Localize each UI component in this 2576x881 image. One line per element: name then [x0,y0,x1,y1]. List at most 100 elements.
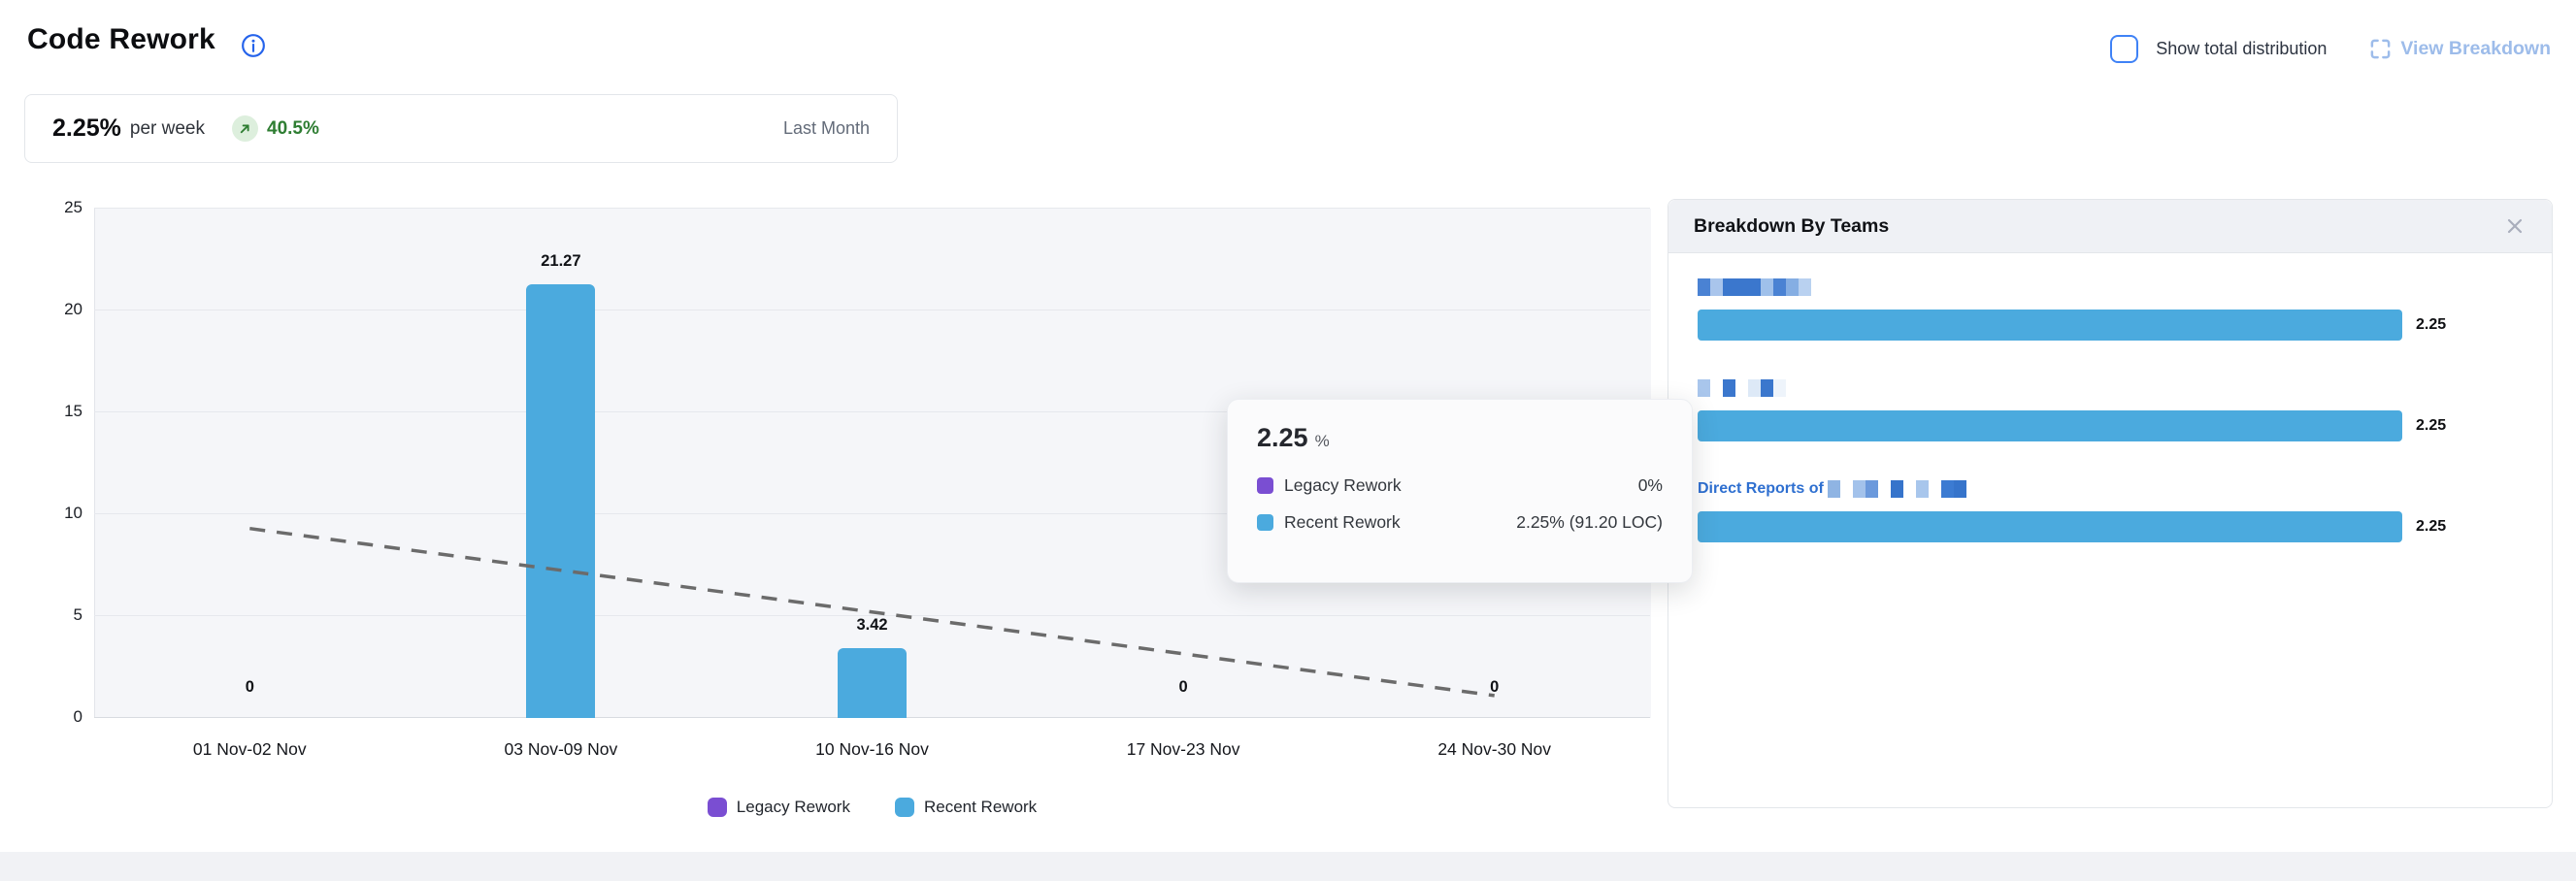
tooltip-title: 2.25 % [1257,423,1663,453]
team-label-redacted: Direct Reports of [1698,480,2446,498]
redaction-block [1735,379,1748,397]
team-bar-line: 2.25 [1698,310,2446,341]
y-axis-tick: 20 [64,300,83,318]
breakdown-panel-header: Breakdown By Teams [1668,200,2552,253]
trend-line [249,526,1495,698]
summary-value: 2.25% [52,114,121,142]
team-label-redacted [1698,379,2446,397]
x-axis-label: 17 Nov-23 Nov [1126,739,1240,759]
breakdown-panel-title: Breakdown By Teams [1694,214,1890,237]
bar-value-label: 0 [245,678,254,696]
bar-recent-rework[interactable] [526,284,596,718]
gridline [94,513,1650,514]
y-axis-tick: 5 [73,605,83,624]
redaction-block [1940,480,1954,498]
redaction-block [1773,379,1786,397]
tooltip-value: 2.25 [1257,423,1308,452]
team-bar-line: 2.25 [1698,410,2446,441]
gridline [94,615,1650,616]
redaction-block [1723,379,1735,397]
team-bar[interactable] [1698,310,2402,341]
redaction-block [1735,278,1748,296]
redaction-block [1748,278,1761,296]
info-icon[interactable] [241,33,266,58]
x-axis-label: 24 Nov-30 Nov [1437,739,1552,759]
redaction-block [1710,379,1723,397]
redaction-block [1865,480,1878,498]
redaction-block [1799,278,1811,296]
breakdown-by-teams-panel: Breakdown By Teams 2.25 2.25 Direct Report… [1668,199,2553,808]
bar-value-label: 0 [1178,678,1188,696]
summary-unit: per week [129,117,205,139]
legend-item-recent-rework[interactable]: Recent Rework [894,798,1038,817]
legend-swatch [707,798,727,817]
redaction-block [1827,480,1840,498]
team-label-prefix: Direct Reports of [1698,480,1824,497]
summary-change: 40.5% [267,117,319,139]
redaction-block [1903,480,1916,498]
team-row: 2.25 [1698,379,2446,441]
redaction-block [1698,278,1710,296]
redaction-block [1786,278,1799,296]
redaction-block [1840,480,1853,498]
view-breakdown-button[interactable]: View Breakdown [2369,38,2551,60]
summary-period: Last Month [782,118,870,138]
team-row: Direct Reports of 2.25 [1698,480,2446,542]
y-axis-tick: 10 [64,504,83,522]
redaction-block [1773,278,1786,296]
redaction-block [1953,480,1966,498]
legend-label: Recent Rework [923,798,1038,816]
y-axis-tick: 0 [73,707,83,726]
bar-value-label: 3.42 [856,616,888,635]
redaction-block [1878,480,1891,498]
arrow-up-right-icon [232,115,258,142]
legend-item-legacy-rework[interactable]: Legacy Rework [707,798,850,817]
redaction-block [1890,480,1903,498]
redaction-block [1852,480,1866,498]
team-bar[interactable] [1698,410,2402,441]
team-bar-value: 2.25 [2416,417,2447,434]
page-title: Code Rework [27,23,215,55]
redaction-block [1761,379,1773,397]
legacy-rework-swatch [1257,476,1273,494]
redaction-block [1710,278,1723,296]
gridline [94,208,1650,209]
bar-recent-rework[interactable] [838,648,907,718]
header-controls: Show total distribution View Breakdown [2110,35,2551,63]
team-bar[interactable] [1698,511,2402,542]
summary-card: 2.25% per week 40.5% Last Month [24,94,898,163]
tooltip-row-recent: Recent Rework 2.25% (91.20 LOC) [1257,504,1663,540]
redaction-block [1698,379,1710,397]
team-row: 2.25 [1698,278,2446,341]
redaction-block [1915,480,1929,498]
x-axis-label: 01 Nov-02 Nov [192,739,307,759]
team-bar-value: 2.25 [2416,316,2447,333]
gridline [94,411,1650,412]
recent-rework-swatch [1257,513,1273,531]
redaction-block [1723,278,1735,296]
tooltip-unit: % [1314,432,1330,450]
y-axis-tick: 15 [64,402,83,420]
redaction-block [1748,379,1761,397]
legend-label: Legacy Rework [736,798,850,816]
show-total-distribution-checkbox[interactable] [2110,35,2139,63]
tooltip-row-legacy: Legacy Rework 0% [1257,467,1663,504]
view-breakdown-label: View Breakdown [2400,38,2551,59]
team-bar-value: 2.25 [2416,518,2447,535]
legend-swatch [894,798,914,817]
team-label-redacted [1698,278,2446,296]
expand-icon [2369,38,2392,60]
y-axis-tick: 25 [64,198,83,216]
close-icon[interactable] [2503,214,2526,238]
chart-tooltip: 2.25 % Legacy Rework 0% Recent Rework 2.… [1227,399,1693,583]
redaction-block [1761,278,1773,296]
page-background-strip [0,852,2576,881]
bar-value-label: 21.27 [541,252,581,271]
bar-value-label: 0 [1490,678,1500,696]
team-bar-line: 2.25 [1698,511,2446,542]
show-total-distribution-label: Show total distribution [2156,39,2328,58]
x-axis-label: 03 Nov-09 Nov [504,739,618,759]
x-axis-label: 10 Nov-16 Nov [815,739,929,759]
redaction-block [1929,480,1941,498]
